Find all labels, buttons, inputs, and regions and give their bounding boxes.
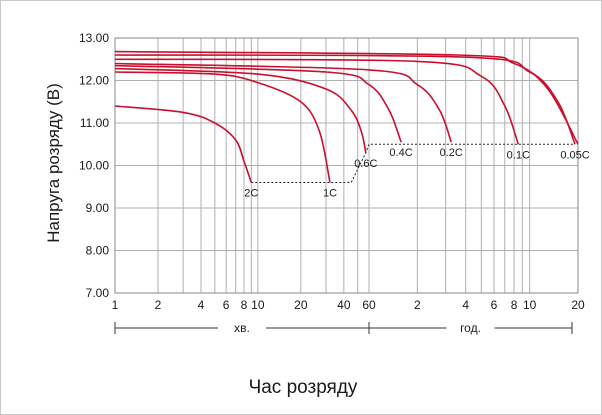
y-axis-title: Напруга розряду (В) <box>44 83 63 243</box>
x-tick-label: 20 <box>571 298 585 312</box>
x-tick-label: 20 <box>294 298 308 312</box>
y-tick-label: 7.00 <box>86 286 110 300</box>
series-label: 0.2C <box>440 147 463 159</box>
hours-bracket-label: год. <box>460 321 481 335</box>
series-line <box>114 58 520 145</box>
y-tick-label: 13.00 <box>79 31 109 45</box>
x-tick-label: 6 <box>491 298 498 312</box>
y-tick-label: 11.00 <box>80 116 109 130</box>
y-tick-label: 10.00 <box>79 159 109 173</box>
series-line <box>114 67 367 153</box>
series-label: 1C <box>323 188 337 200</box>
y-tick-label: 8.00 <box>86 244 110 258</box>
x-tick-label: 40 <box>337 298 351 312</box>
series-line <box>114 62 452 143</box>
y-tick-label: 12.00 <box>79 74 109 88</box>
series-line <box>114 54 576 145</box>
x-tick-label: 8 <box>241 298 248 312</box>
y-tick-label: 9.00 <box>86 201 110 215</box>
unit-brackets: хв. год. <box>114 321 573 335</box>
x-tick-label: 10 <box>251 298 265 312</box>
series-lines: 2C 1C 0.6C 0.4C 0.2C 0.1C 0.05C <box>114 50 590 200</box>
series-label: 0.4C <box>389 147 412 159</box>
series-line <box>114 64 402 143</box>
cutoff-line-group <box>251 143 575 183</box>
series-line <box>114 71 331 183</box>
series-label: 0.1C <box>507 149 530 161</box>
minutes-bracket-label: хв. <box>234 321 250 335</box>
series-line <box>114 50 579 145</box>
x-tick-label: 1 <box>112 298 119 312</box>
grid <box>114 37 579 294</box>
x-tick-label: 8 <box>511 298 518 312</box>
x-tick-label: 10 <box>523 298 537 312</box>
x-tick-label: 4 <box>462 298 469 312</box>
x-axis-title: Час розряду <box>249 377 358 398</box>
series-label: 0.6C <box>354 158 377 170</box>
cutoff-line <box>251 143 575 183</box>
x-tick-label: 6 <box>223 298 230 312</box>
x-tick-label: 2 <box>155 298 162 312</box>
series-line <box>114 105 253 183</box>
plot-border <box>114 37 579 294</box>
series-label: 2C <box>244 188 258 200</box>
series-label: 0.05C <box>560 149 589 161</box>
x-tick-label: 4 <box>198 298 205 312</box>
x-tick-label: 60 <box>362 298 376 312</box>
x-tick-label: 2 <box>414 298 421 312</box>
